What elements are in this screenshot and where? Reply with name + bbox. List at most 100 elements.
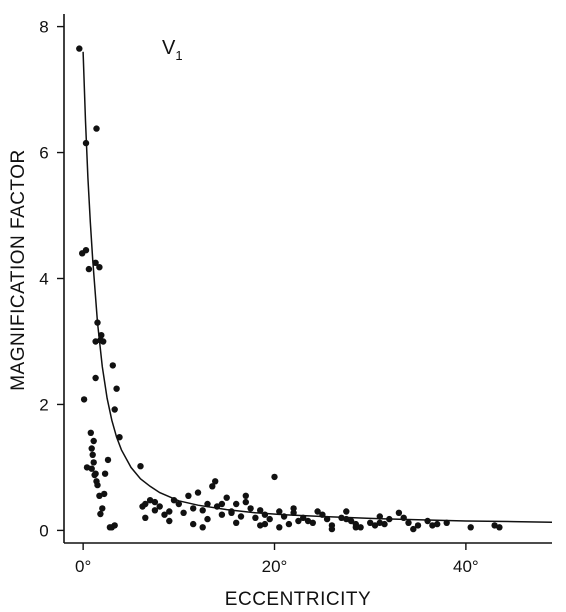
data-point bbox=[80, 396, 88, 403]
data-point bbox=[343, 508, 350, 515]
panel-label-subscript: 1 bbox=[175, 48, 182, 63]
data-point bbox=[376, 519, 383, 526]
data-point bbox=[496, 524, 503, 531]
data-point bbox=[300, 514, 307, 521]
data-point bbox=[414, 522, 422, 529]
panel-label: V1 bbox=[162, 37, 183, 63]
data-point bbox=[94, 319, 101, 326]
data-point bbox=[280, 513, 288, 520]
data-point bbox=[113, 385, 120, 392]
data-points bbox=[76, 45, 503, 533]
y-tick-label: 2 bbox=[39, 395, 48, 414]
data-point bbox=[180, 509, 187, 516]
data-point bbox=[314, 508, 321, 515]
data-point bbox=[400, 514, 407, 521]
data-point bbox=[82, 139, 90, 147]
data-point bbox=[87, 429, 95, 436]
data-point bbox=[218, 500, 226, 508]
data-point bbox=[261, 520, 269, 528]
data-point bbox=[90, 437, 97, 445]
data-point bbox=[405, 519, 412, 526]
y-tick-label: 4 bbox=[39, 270, 48, 289]
data-point bbox=[237, 513, 245, 520]
data-point bbox=[261, 511, 269, 518]
data-point bbox=[242, 492, 249, 499]
data-point bbox=[93, 478, 100, 485]
y-tick-label: 8 bbox=[39, 18, 48, 37]
data-point bbox=[76, 45, 83, 52]
data-point bbox=[429, 522, 436, 529]
data-point bbox=[96, 264, 103, 271]
data-point bbox=[212, 478, 219, 485]
y-axis-title: MAGNIFICATION FACTOR bbox=[8, 149, 29, 391]
data-point bbox=[142, 514, 149, 521]
data-point bbox=[90, 459, 97, 466]
data-point bbox=[276, 524, 283, 531]
data-point bbox=[88, 445, 95, 452]
data-point bbox=[443, 519, 450, 526]
data-point bbox=[213, 503, 221, 510]
x-tick-label: 40° bbox=[453, 557, 479, 576]
data-point bbox=[410, 525, 417, 533]
data-point bbox=[290, 505, 297, 512]
data-point bbox=[386, 515, 393, 523]
data-point bbox=[106, 524, 114, 531]
data-point bbox=[276, 508, 283, 515]
x-ticks: 0° 20° 40° bbox=[75, 543, 479, 576]
data-point bbox=[467, 524, 474, 531]
x-tick-label: 20° bbox=[262, 557, 288, 576]
x-axis-title: ECCENTRICITY bbox=[225, 589, 371, 610]
data-point bbox=[109, 362, 117, 369]
data-point bbox=[367, 519, 374, 526]
data-point bbox=[161, 511, 168, 518]
data-point bbox=[204, 515, 211, 523]
data-point bbox=[328, 525, 336, 533]
data-point bbox=[151, 507, 159, 514]
data-point bbox=[233, 500, 240, 508]
data-point bbox=[142, 500, 149, 508]
data-point bbox=[491, 522, 498, 529]
fit-curve bbox=[82, 51, 553, 523]
data-point bbox=[100, 338, 107, 345]
data-point bbox=[295, 517, 302, 525]
data-point bbox=[92, 374, 99, 382]
data-point bbox=[199, 507, 206, 514]
data-point bbox=[101, 490, 108, 498]
data-point bbox=[166, 508, 173, 515]
data-point bbox=[204, 500, 211, 508]
data-point bbox=[111, 406, 118, 413]
data-point bbox=[257, 507, 264, 514]
data-point bbox=[96, 492, 103, 499]
data-point bbox=[199, 524, 206, 531]
data-point bbox=[101, 470, 109, 477]
data-point bbox=[166, 517, 173, 525]
data-point bbox=[233, 519, 240, 526]
data-point bbox=[357, 524, 364, 531]
data-point bbox=[347, 517, 355, 525]
data-point bbox=[252, 514, 259, 521]
data-point bbox=[97, 510, 104, 518]
data-point bbox=[309, 519, 316, 526]
data-point bbox=[395, 509, 403, 516]
data-point bbox=[92, 259, 99, 266]
data-point bbox=[170, 497, 178, 504]
y-tick-label: 0 bbox=[39, 521, 48, 540]
data-point bbox=[88, 465, 95, 472]
data-point bbox=[111, 522, 118, 529]
data-point bbox=[104, 456, 112, 464]
x-tick-label: 0° bbox=[75, 557, 91, 576]
data-point bbox=[352, 524, 359, 531]
data-point bbox=[85, 265, 93, 273]
data-point bbox=[228, 509, 235, 516]
data-point bbox=[116, 434, 123, 441]
data-point bbox=[271, 473, 278, 481]
data-point bbox=[190, 505, 197, 512]
data-point bbox=[209, 483, 216, 490]
panel-label-main: V bbox=[162, 37, 176, 59]
data-point bbox=[185, 492, 192, 499]
data-point bbox=[146, 497, 154, 504]
data-point bbox=[371, 522, 379, 529]
data-point bbox=[194, 489, 202, 496]
data-point bbox=[242, 498, 249, 506]
